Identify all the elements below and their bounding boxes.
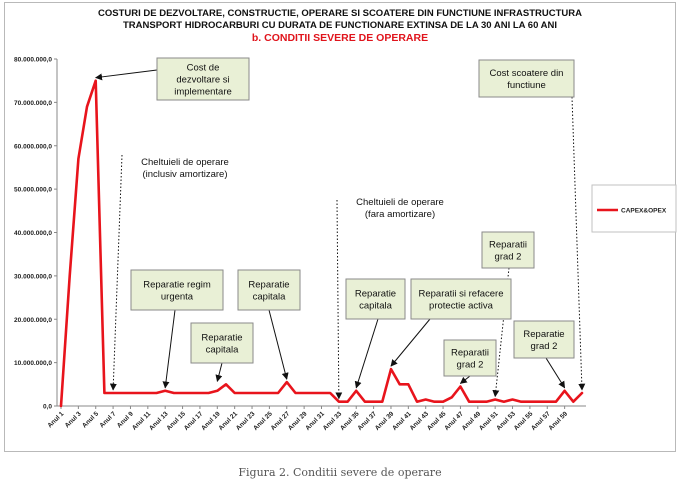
annotation-box [129,149,241,186]
x-tick-label: Anul 59 [547,410,569,432]
chart-subtitle: b. CONDITII SEVERE DE OPERARE [251,32,429,44]
annotation-text: Reparatie [355,289,396,300]
annotation-text: Reparatie [523,329,564,340]
annotation-text: capitala [359,301,392,312]
x-tick-label: Anul 3 [64,410,83,429]
y-tick-label: 70.000.000,0 [14,100,52,107]
annotation-text: implementare [174,87,232,98]
annotation-leader [390,318,431,367]
x-tick-label: Anul 7 [99,410,118,429]
annotation-text: Cheltuieli de operare [141,157,229,168]
annotation-leader [268,309,289,380]
annotation-box [513,320,575,359]
annotation-box [345,278,406,320]
annotation-text: (inclusiv amortizare) [143,169,228,180]
annotation-leader [95,69,158,81]
annotation-box [344,189,456,226]
annotation-text: Reparatie regim [143,280,211,291]
annotation-text: urgenta [161,292,194,303]
x-tick-label: Anul 5 [81,410,100,429]
annotation-box [190,322,254,364]
annotation-text: (fara amortizare) [365,209,435,220]
chart-title-line2: TRANSPORT HIDROCARBURI CU DURATA DE FUNC… [122,20,558,31]
legend-label: CAPEX&OPEX [621,208,667,215]
annotation-leader [335,199,343,400]
chart-title-line1: COSTURI DE DEZVOLTARE, CONSTRUCTIE, OPER… [98,8,582,19]
annotation-box [237,269,301,311]
annotation-text: protectie activa [429,301,494,312]
annotation-text: Reparatii [489,240,527,251]
annotation-text: Cheltuieli de operare [356,197,444,208]
annotation-text: Reparatii [451,348,489,359]
annotation-box [130,269,224,311]
annotation-text: dezvoltare si [176,75,229,86]
annotation-text: Cost scoatere din [490,68,564,79]
annotation-text: Cost de [187,63,220,74]
annotation-text: capitala [253,292,286,303]
y-tick-label: 30.000.000,0 [14,273,52,280]
y-tick-label: 50.000.000,0 [14,187,52,194]
annotation-text: functiune [507,80,546,91]
annotation-box [156,57,250,101]
annotation-text: Reparatii si refacere [418,289,503,300]
y-tick-label: 0,0 [43,404,52,411]
y-tick-label: 40.000.000,0 [14,230,52,237]
annotation-text: capitala [206,345,239,356]
annotation-text: grad 2 [495,252,522,263]
series-line-capex-opex [59,79,584,408]
annotation-box [410,278,512,320]
figure-caption: Figura 2. Conditii severe de operare [238,466,442,479]
chart-titles: COSTURI DE DEZVOLTARE, CONSTRUCTIE, OPER… [0,8,680,45]
x-tick-label: Anul 1 [46,410,65,429]
y-tick-label: 80.000.000,0 [14,57,52,64]
annotation-leader [459,375,471,384]
y-tick-label: 20.000.000,0 [14,317,52,324]
annotation-leader [354,318,379,389]
annotation-box [481,231,535,269]
annotation-leader [215,362,223,382]
annotation-leader [162,309,176,389]
annotation-box [478,59,575,98]
annotation-leader [545,357,566,389]
annotation-text: grad 2 [457,360,484,371]
legend-box [591,184,677,233]
y-tick-label: 10.000.000,0 [14,360,52,367]
annotation-text: Reparatie [248,280,289,291]
y-tick-label: 60.000.000,0 [14,143,52,150]
annotation-text: grad 2 [531,341,558,352]
annotation-text: Reparatie [201,333,242,344]
annotation-leader [109,154,123,391]
annotation-box [443,339,497,377]
